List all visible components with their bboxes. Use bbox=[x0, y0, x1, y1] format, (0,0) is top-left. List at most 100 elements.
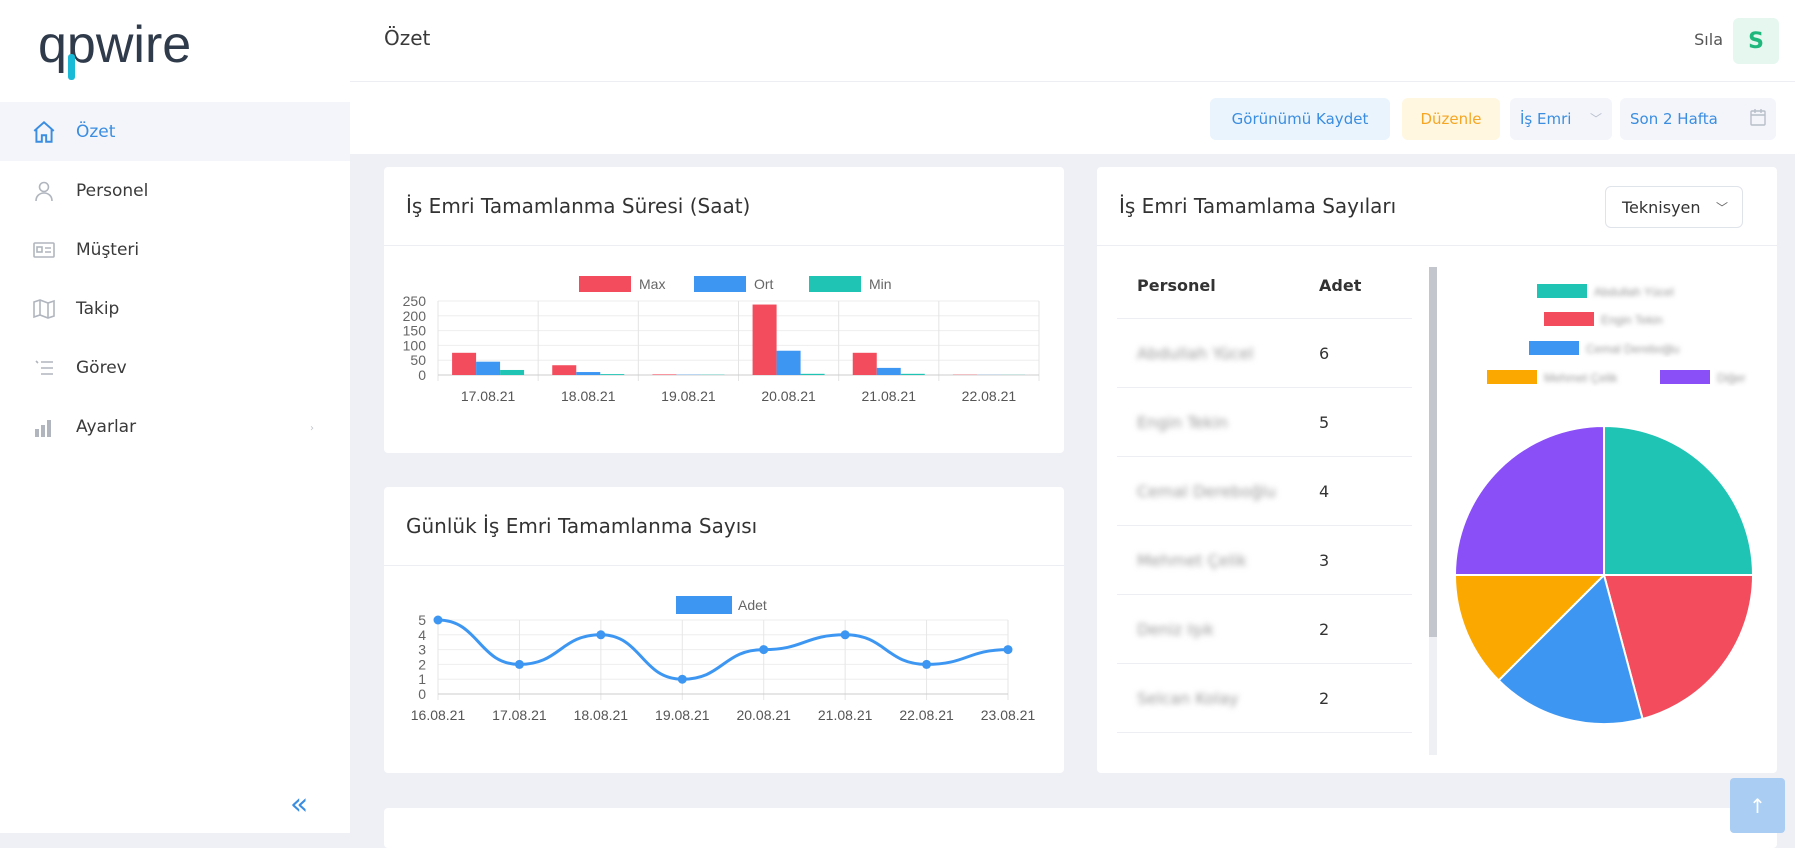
legend-label: Adet bbox=[738, 597, 767, 613]
personnel-count: 3 bbox=[1319, 551, 1329, 570]
table-scrollbar[interactable] bbox=[1429, 267, 1437, 755]
bar bbox=[476, 362, 500, 375]
personnel-count: 4 bbox=[1319, 482, 1329, 501]
user-name[interactable]: Sıla bbox=[1694, 30, 1723, 49]
sidebar-item-takip[interactable]: Takip bbox=[0, 279, 350, 338]
sidebar-item-label: Takip bbox=[76, 299, 119, 319]
pie-slice bbox=[1455, 426, 1604, 575]
data-point bbox=[922, 660, 931, 669]
card-title: Günlük İş Emri Tamamlanma Sayısı bbox=[384, 487, 1064, 566]
scroll-to-top-button[interactable]: ↑ bbox=[1730, 778, 1785, 833]
column-header-adet[interactable]: Adet bbox=[1319, 276, 1361, 295]
personnel-name: Mehmet Çelik bbox=[1117, 551, 1319, 570]
x-tick-label: 18.08.21 bbox=[561, 388, 616, 404]
x-tick-label: 16.08.21 bbox=[411, 707, 466, 723]
y-tick-label: 0 bbox=[418, 367, 426, 383]
sidebar-item-label: Ayarlar bbox=[76, 417, 136, 437]
collapse-sidebar-button[interactable]: « bbox=[290, 790, 308, 820]
edit-button[interactable]: Düzenle bbox=[1402, 98, 1500, 140]
y-tick-label: 5 bbox=[418, 612, 426, 628]
id-card-icon bbox=[30, 236, 58, 264]
bar bbox=[500, 370, 524, 375]
sidebar: qpwire Özet Personel Müşteri Takip Görev… bbox=[0, 0, 350, 833]
legend-label: Diğer bbox=[1717, 371, 1746, 385]
home-icon bbox=[30, 118, 58, 146]
legend-label: Cemal Dereboğlu bbox=[1586, 342, 1679, 356]
user-icon bbox=[30, 177, 58, 205]
legend-swatch bbox=[579, 276, 631, 292]
scrollbar-thumb[interactable] bbox=[1429, 267, 1437, 637]
legend-label: Min bbox=[869, 276, 892, 292]
personnel-count: 6 bbox=[1319, 344, 1329, 363]
y-tick-label: 50 bbox=[410, 352, 426, 368]
legend-swatch bbox=[694, 276, 746, 292]
sidebar-item-musteri[interactable]: Müşteri bbox=[0, 220, 350, 279]
personnel-name: Abdullah Yücel bbox=[1117, 344, 1319, 363]
chevron-down-icon: ﹀ bbox=[1716, 199, 1728, 216]
y-tick-label: 100 bbox=[403, 337, 427, 353]
bar bbox=[452, 353, 476, 375]
duration-chart-card: İş Emri Tamamlanma Süresi (Saat) Max Ort M… bbox=[384, 167, 1064, 453]
personnel-name: Engin Tekin bbox=[1117, 413, 1319, 432]
x-tick-label: 20.08.21 bbox=[761, 388, 816, 404]
legend-label: Ort bbox=[754, 276, 774, 292]
toolbar: Görünümü Kaydet Düzenle İş Emri ﹀ Son 2 … bbox=[350, 82, 1795, 154]
type-select-value: İş Emri bbox=[1520, 110, 1571, 128]
sidebar-item-personel[interactable]: Personel bbox=[0, 161, 350, 220]
legend-swatch bbox=[809, 276, 861, 292]
data-point bbox=[596, 630, 605, 639]
y-tick-label: 150 bbox=[403, 323, 427, 339]
list-icon bbox=[30, 354, 58, 382]
legend-swatch bbox=[1544, 312, 1594, 326]
card-title: İş Emri Tamamlanma Süresi (Saat) bbox=[384, 167, 1064, 246]
legend-swatch bbox=[1529, 341, 1579, 355]
column-header-personel[interactable]: Personel bbox=[1117, 276, 1319, 295]
sidebar-item-ozet[interactable]: Özet bbox=[0, 102, 350, 161]
x-tick-label: 19.08.21 bbox=[655, 707, 710, 723]
sidebar-nav: Özet Personel Müşteri Takip Görev Ayarla… bbox=[0, 102, 350, 456]
sidebar-item-gorev[interactable]: Görev bbox=[0, 338, 350, 397]
chevron-right-icon: › bbox=[310, 423, 314, 434]
y-tick-label: 250 bbox=[403, 293, 427, 309]
avatar[interactable]: S bbox=[1733, 18, 1779, 64]
legend-swatch bbox=[1660, 370, 1710, 384]
personnel-name: Cemal Dereboğlu bbox=[1117, 482, 1319, 501]
sidebar-item-ayarlar[interactable]: Ayarlar › bbox=[0, 397, 350, 456]
save-view-button[interactable]: Görünümü Kaydet bbox=[1210, 98, 1390, 140]
legend-swatch bbox=[676, 596, 732, 614]
data-point bbox=[434, 616, 443, 625]
x-tick-label: 17.08.21 bbox=[461, 388, 516, 404]
date-range-select[interactable]: Son 2 Hafta bbox=[1620, 98, 1776, 140]
personnel-count: 2 bbox=[1319, 689, 1329, 708]
bar bbox=[877, 368, 901, 375]
group-select[interactable]: Teknisyen ﹀ bbox=[1605, 186, 1743, 228]
bar bbox=[652, 374, 676, 375]
x-tick-label: 17.08.21 bbox=[492, 707, 547, 723]
qpwire-logo[interactable]: qpwire bbox=[38, 14, 248, 84]
chevron-down-icon: ﹀ bbox=[1590, 110, 1602, 127]
sidebar-item-label: Müşteri bbox=[76, 240, 139, 260]
legend-label: Max bbox=[639, 276, 665, 292]
bar bbox=[853, 353, 877, 375]
sidebar-item-label: Görev bbox=[76, 358, 127, 378]
type-select[interactable]: İş Emri ﹀ bbox=[1510, 98, 1612, 140]
x-tick-label: 21.08.21 bbox=[862, 388, 917, 404]
y-tick-label: 2 bbox=[418, 656, 426, 672]
bar bbox=[901, 374, 925, 375]
bar bbox=[753, 305, 777, 375]
personnel-count: 2 bbox=[1319, 620, 1329, 639]
sidebar-item-label: Özet bbox=[76, 122, 115, 142]
y-tick-label: 1 bbox=[418, 671, 426, 687]
date-range-value: Son 2 Hafta bbox=[1630, 110, 1718, 128]
y-tick-label: 0 bbox=[418, 686, 426, 702]
y-tick-label: 4 bbox=[418, 627, 426, 643]
y-tick-label: 200 bbox=[403, 308, 427, 324]
